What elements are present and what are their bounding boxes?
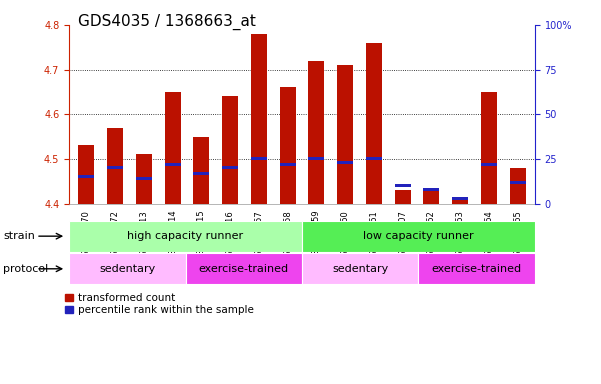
- Text: GDS4035 / 1368663_at: GDS4035 / 1368663_at: [78, 13, 256, 30]
- Bar: [452, 197, 468, 200]
- Bar: [79, 175, 94, 178]
- Text: sedentary: sedentary: [99, 264, 156, 274]
- Text: strain: strain: [3, 231, 35, 241]
- Bar: [510, 168, 525, 204]
- Bar: [481, 92, 497, 204]
- Bar: [194, 172, 209, 175]
- Text: exercise-trained: exercise-trained: [432, 264, 522, 274]
- Bar: [302, 221, 535, 252]
- Text: high capacity runner: high capacity runner: [127, 231, 243, 241]
- Bar: [395, 184, 410, 187]
- Bar: [222, 166, 238, 169]
- Bar: [308, 157, 325, 161]
- Bar: [481, 163, 497, 166]
- Bar: [165, 163, 180, 166]
- Bar: [251, 34, 267, 204]
- Bar: [251, 157, 267, 161]
- Bar: [510, 180, 525, 184]
- Text: protocol: protocol: [3, 264, 48, 274]
- Bar: [366, 43, 382, 204]
- Bar: [136, 177, 152, 180]
- Bar: [308, 61, 325, 204]
- Bar: [79, 146, 94, 204]
- Bar: [69, 221, 302, 252]
- Legend: transformed count, percentile rank within the sample: transformed count, percentile rank withi…: [66, 293, 254, 315]
- Text: sedentary: sedentary: [332, 264, 388, 274]
- Bar: [107, 127, 123, 204]
- Bar: [186, 253, 302, 284]
- Bar: [69, 253, 186, 284]
- Bar: [136, 154, 152, 204]
- Bar: [194, 137, 209, 204]
- Bar: [107, 166, 123, 169]
- Bar: [222, 96, 238, 204]
- Bar: [279, 163, 296, 166]
- Bar: [452, 199, 468, 204]
- Bar: [424, 188, 439, 191]
- Bar: [395, 190, 410, 204]
- Bar: [337, 65, 353, 204]
- Bar: [302, 253, 418, 284]
- Bar: [279, 88, 296, 204]
- Text: exercise-trained: exercise-trained: [199, 264, 289, 274]
- Bar: [418, 253, 535, 284]
- Bar: [366, 157, 382, 161]
- Bar: [337, 161, 353, 164]
- Bar: [165, 92, 180, 204]
- Text: low capacity runner: low capacity runner: [363, 231, 474, 241]
- Bar: [424, 190, 439, 204]
